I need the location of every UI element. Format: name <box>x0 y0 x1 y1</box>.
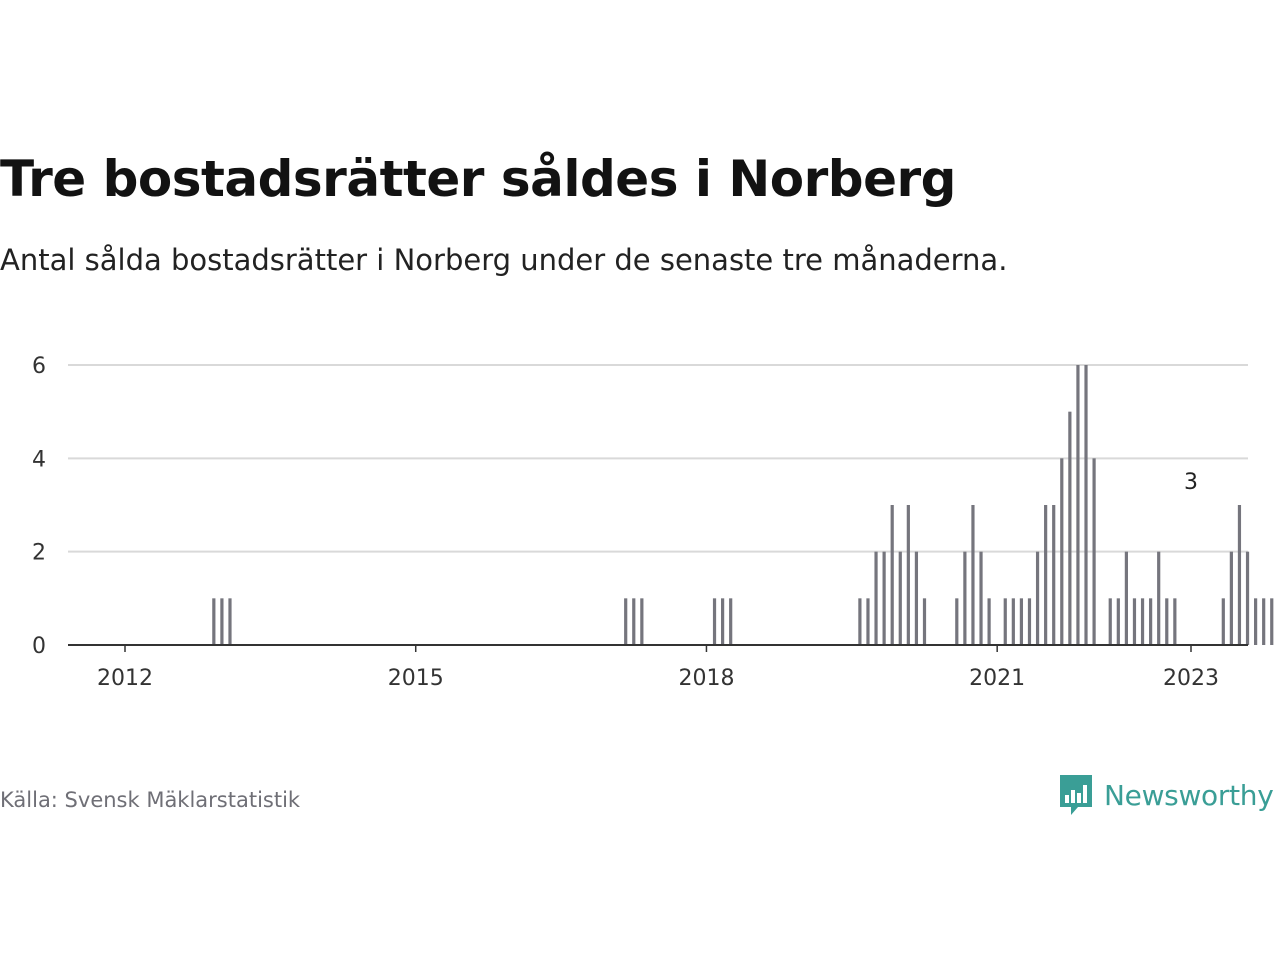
bar <box>1003 598 1007 645</box>
bar-chart: 0 2 4 6 2012 2015 2018 2021 2023 3 <box>32 354 1274 691</box>
x-tick-label: 2015 <box>388 666 444 691</box>
bar <box>1254 598 1258 645</box>
bar <box>922 598 927 645</box>
bar <box>1237 505 1242 645</box>
bar <box>1011 598 1015 645</box>
bar <box>1052 505 1056 645</box>
latest-value-label: 3 <box>1184 470 1198 495</box>
bar <box>712 598 717 645</box>
bar <box>1035 551 1040 645</box>
bar-chart-speech-icon <box>1060 775 1092 815</box>
bar <box>1044 505 1048 645</box>
bar <box>1165 598 1169 645</box>
bar <box>1140 598 1145 645</box>
gridlines <box>68 364 1248 553</box>
bar <box>1027 598 1032 645</box>
bar <box>1060 458 1064 645</box>
bar <box>882 551 886 645</box>
bar <box>212 598 216 645</box>
brand-logo: Newsworthy <box>1058 772 1274 818</box>
y-tick-label: 0 <box>32 634 46 659</box>
y-axis-ticks: 0 2 4 6 <box>32 354 46 659</box>
bar <box>866 598 870 645</box>
x-tick-label: 2023 <box>1163 666 1219 691</box>
chart-title: Tre bostadsrätter såldes i Norberg <box>0 150 956 208</box>
bar <box>1262 598 1266 645</box>
bar <box>640 598 644 645</box>
bar <box>906 505 910 645</box>
bar <box>1270 598 1274 645</box>
bar <box>624 598 628 645</box>
bar <box>987 598 991 645</box>
data-labels: 3 <box>1184 470 1198 495</box>
bar <box>1092 458 1096 645</box>
x-tick-label: 2018 <box>678 666 734 691</box>
bar <box>874 551 878 645</box>
bar <box>1108 598 1112 645</box>
bar <box>971 505 975 645</box>
bar <box>979 551 983 645</box>
x-tick-label: 2012 <box>97 666 153 691</box>
x-axis: 2012 2015 2018 2021 2023 <box>68 644 1248 691</box>
bar <box>1084 365 1088 645</box>
bar <box>1157 551 1161 645</box>
brand-name: Newsworthy <box>1104 778 1274 812</box>
bar <box>1068 411 1072 645</box>
bar <box>729 598 733 645</box>
bar <box>1132 598 1137 645</box>
source-note: Källa: Svensk Mäklarstatistik <box>0 788 301 812</box>
bar <box>632 598 636 645</box>
y-tick-label: 4 <box>32 447 46 472</box>
chart-subtitle: Antal sålda bostadsrätter i Norberg unde… <box>0 243 1008 277</box>
bar <box>1229 551 1233 645</box>
bar <box>1076 365 1080 645</box>
bar <box>1116 598 1120 645</box>
y-tick-label: 2 <box>32 541 46 566</box>
bar <box>1173 598 1177 645</box>
bar <box>898 551 902 645</box>
bar <box>721 598 725 645</box>
bars <box>212 365 1274 645</box>
bar <box>1124 551 1128 645</box>
bar <box>1245 551 1250 645</box>
bar <box>1019 598 1024 645</box>
bar <box>1221 598 1225 645</box>
bar <box>858 598 862 645</box>
y-tick-label: 6 <box>32 354 46 379</box>
bar <box>914 551 919 645</box>
bar <box>963 551 967 645</box>
bar <box>220 598 224 645</box>
bar <box>955 598 959 645</box>
bar <box>890 505 894 645</box>
bar <box>228 598 232 645</box>
bar <box>1149 598 1153 645</box>
x-tick-label: 2021 <box>969 666 1025 691</box>
